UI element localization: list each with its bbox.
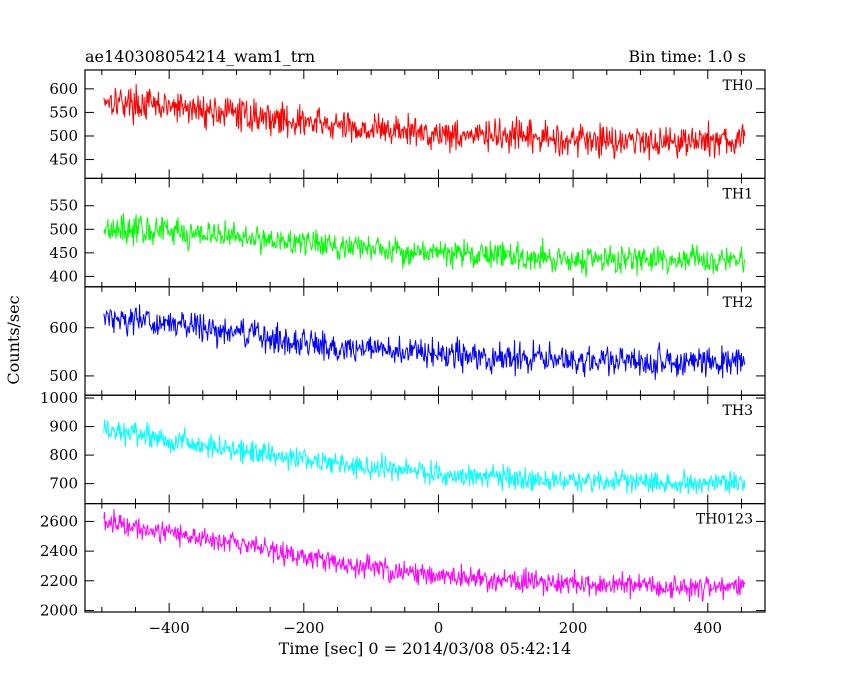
x-tick-label: 200 bbox=[559, 619, 588, 637]
panel-label-th0: TH0 bbox=[723, 78, 753, 94]
panel-frame bbox=[84, 394, 766, 505]
x-axis-label: Time [sec] 0 = 2014/03/08 05:42:14 bbox=[279, 639, 572, 658]
y-tick-label: 550 bbox=[49, 197, 78, 215]
y-tick-label: 500 bbox=[49, 367, 78, 385]
y-tick-label: 600 bbox=[49, 80, 78, 98]
panel-frame bbox=[84, 69, 766, 180]
y-tick-label: 500 bbox=[49, 127, 78, 145]
y-tick-label: 1000 bbox=[40, 389, 78, 407]
series-line-th1 bbox=[103, 213, 746, 278]
panel-th3: 700 800 900 1000 TH3 bbox=[40, 389, 766, 505]
y-tick-label: 2600 bbox=[40, 512, 78, 530]
y-tick-label: 550 bbox=[49, 103, 78, 121]
y-axis-label: Counts/sec bbox=[4, 295, 23, 384]
y-tick-label: 700 bbox=[49, 475, 78, 493]
bin-time-label: Bin time: 1.0 s bbox=[628, 47, 746, 66]
series-line-th0123 bbox=[103, 508, 746, 602]
panel-th0123: 2000 2200 2400 2600 TH0123 bbox=[40, 503, 766, 620]
x-tick-label: −200 bbox=[283, 619, 324, 637]
x-tick-label: 400 bbox=[693, 619, 722, 637]
y-tick-label: 900 bbox=[49, 418, 78, 436]
x-tick-label: 0 bbox=[434, 619, 444, 637]
y-tick-label: 600 bbox=[49, 319, 78, 337]
series-line-th0 bbox=[103, 83, 746, 161]
y-tick-label: 450 bbox=[49, 244, 78, 262]
panel-label-th2: TH2 bbox=[723, 295, 753, 311]
chart-title: ae140308054214_wam1_trn bbox=[85, 47, 315, 66]
y-tick-label: 800 bbox=[49, 446, 78, 464]
x-tick-label: −400 bbox=[149, 619, 190, 637]
panel-th1: 400 450 500 550 TH1 bbox=[49, 177, 766, 288]
panel-th0: 450 500 550 600 TH0 bbox=[49, 69, 766, 180]
series-line-th3 bbox=[103, 419, 746, 495]
panels-group: 450 500 550 600 TH0 400 450 500 550 TH1 500 600 TH2 7… bbox=[40, 69, 766, 637]
panel-label-th3: TH3 bbox=[723, 403, 753, 419]
panel-label-th1: TH1 bbox=[723, 186, 753, 202]
panel-frame bbox=[84, 503, 766, 613]
y-tick-label: 400 bbox=[49, 267, 78, 285]
series-line-th2 bbox=[103, 304, 746, 380]
y-tick-label: 450 bbox=[49, 151, 78, 169]
y-tick-label: 2400 bbox=[40, 542, 78, 560]
y-tick-label: 500 bbox=[49, 220, 78, 238]
panel-label-th0123: TH0123 bbox=[696, 512, 753, 528]
y-tick-label: 2200 bbox=[40, 572, 78, 590]
panel-th2: 500 600 TH2 bbox=[49, 286, 766, 396]
panel-frame bbox=[84, 286, 766, 396]
y-tick-label: 2000 bbox=[40, 602, 78, 620]
